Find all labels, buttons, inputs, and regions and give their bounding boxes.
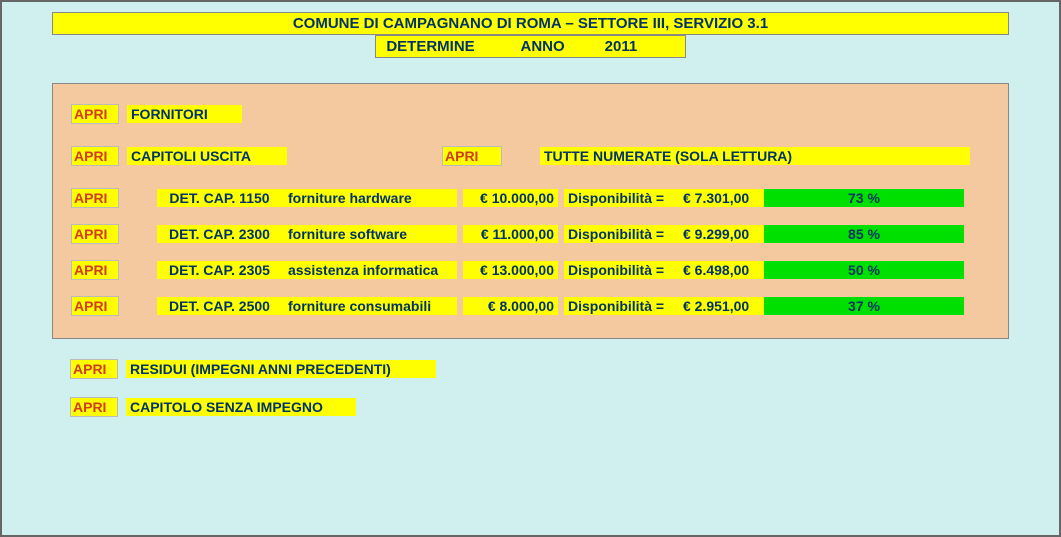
apri-row-button[interactable]: APRI [71,188,119,208]
pct-cell: 50 % [764,261,964,279]
cap-amount: € 13.000,00 [463,261,558,279]
below-panel: APRI RESIDUI (IMPEGNI ANNI PRECEDENTI) A… [52,359,1009,417]
apri-tutte-button[interactable]: APRI [442,146,502,166]
sub-determine: DETERMINE [386,38,516,55]
disp-value: € 9.299,00 [679,225,764,243]
main-panel: APRI FORNITORI APRI CAPITOLI USCITA APRI… [52,83,1009,339]
disp-label: Disponibilità = [564,189,679,207]
cap-desc: forniture software [282,225,457,243]
row-cap-senza-impegno: APRI CAPITOLO SENZA IMPEGNO [70,397,1009,417]
disp-label: Disponibilità = [564,297,679,315]
disp-value: € 2.951,00 [679,297,764,315]
disp-label: Disponibilità = [564,261,679,279]
subtitle-wrap: DETERMINE ANNO 2011 [52,35,1009,58]
disp-value: € 7.301,00 [679,189,764,207]
cap-label: DET. CAP. 2500 [157,297,282,315]
row-residui: APRI RESIDUI (IMPEGNI ANNI PRECEDENTI) [70,359,1009,379]
apri-capsenza-button[interactable]: APRI [70,397,118,417]
cap-amount: € 10.000,00 [463,189,558,207]
label-residui: RESIDUI (IMPEGNI ANNI PRECEDENTI) [126,360,436,378]
apri-row-button[interactable]: APRI [71,260,119,280]
sub-anno-value: 2011 [605,38,675,55]
title-bar: COMUNE DI CAMPAGNANO DI ROMA – SETTORE I… [52,12,1009,35]
disp-value: € 6.498,00 [679,261,764,279]
cap-amount: € 8.000,00 [463,297,558,315]
pct-cell: 73 % [764,189,964,207]
page: COMUNE DI CAMPAGNANO DI ROMA – SETTORE I… [0,0,1061,537]
pct-cell: 37 % [764,297,964,315]
cap-desc: assistenza informatica [282,261,457,279]
label-cap-senza-impegno: CAPITOLO SENZA IMPEGNO [126,398,356,416]
label-fornitori: FORNITORI [127,105,242,123]
table-row: APRI DET. CAP. 2500 forniture consumabil… [71,296,990,316]
cap-label: DET. CAP. 2305 [157,261,282,279]
cap-label: DET. CAP. 2300 [157,225,282,243]
apri-residui-button[interactable]: APRI [70,359,118,379]
row-fornitori: APRI FORNITORI [71,104,990,124]
disp-label: Disponibilità = [564,225,679,243]
cap-desc: forniture hardware [282,189,457,207]
cap-amount: € 11.000,00 [463,225,558,243]
cap-label: DET. CAP. 1150 [157,189,282,207]
cap-desc: forniture consumabili [282,297,457,315]
label-capitoli-uscita: CAPITOLI USCITA [127,147,287,165]
apri-row-button[interactable]: APRI [71,224,119,244]
table-row: APRI DET. CAP. 2300 forniture software €… [71,224,990,244]
sub-anno-label: ANNO [521,38,601,55]
pct-cell: 85 % [764,225,964,243]
subtitle-bar: DETERMINE ANNO 2011 [375,35,685,58]
apri-fornitori-button[interactable]: APRI [71,104,119,124]
table-row: APRI DET. CAP. 1150 forniture hardware €… [71,188,990,208]
apri-capitoli-button[interactable]: APRI [71,146,119,166]
table-row: APRI DET. CAP. 2305 assistenza informati… [71,260,990,280]
apri-row-button[interactable]: APRI [71,296,119,316]
label-tutte-numerate: TUTTE NUMERATE (SOLA LETTURA) [540,147,970,165]
row-capitoli: APRI CAPITOLI USCITA APRI TUTTE NUMERATE… [71,146,990,166]
